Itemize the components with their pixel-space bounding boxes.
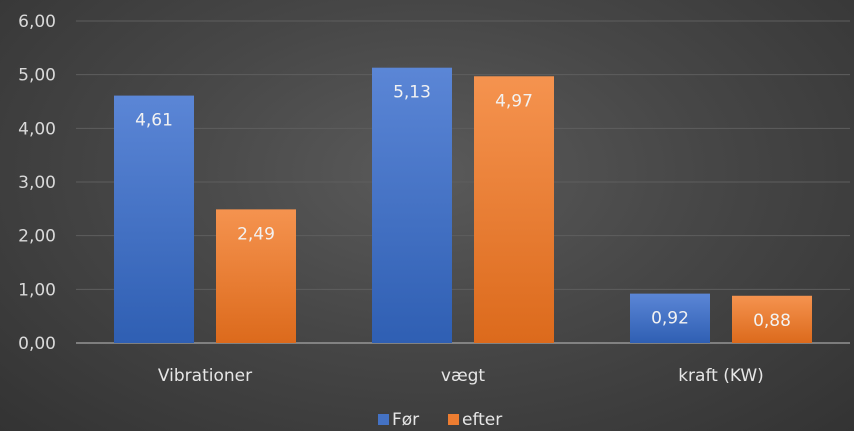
legend-label: Før — [392, 410, 419, 430]
y-tick-label: 5,00 — [18, 66, 56, 86]
bar-efter — [474, 76, 554, 343]
legend-swatch — [448, 414, 459, 425]
data-label: 0,92 — [651, 309, 689, 329]
legend-swatch — [378, 414, 389, 425]
x-tick-label: kraft (KW) — [678, 366, 764, 386]
bar-efter — [732, 295, 812, 343]
x-tick-label: Vibrationer — [158, 366, 252, 386]
x-axis: Vibrationer vægt kraft (KW) — [158, 366, 764, 386]
y-axis: 0,00 1,00 2,00 3,00 4,00 5,00 6,00 — [18, 12, 56, 354]
y-tick-label: 0,00 — [18, 334, 56, 354]
bar-efter — [216, 209, 296, 343]
data-label: 5,13 — [393, 83, 431, 103]
y-tick-label: 2,00 — [18, 227, 56, 247]
data-label: 0,88 — [753, 311, 791, 331]
gridlines — [76, 20, 850, 344]
bar-foer — [372, 67, 452, 343]
legend-label: efter — [462, 410, 502, 430]
bar-foer — [630, 293, 710, 343]
y-tick-label: 4,00 — [18, 119, 56, 139]
bar-foer — [114, 95, 194, 343]
data-label: 4,61 — [135, 111, 173, 131]
y-tick-label: 6,00 — [18, 12, 56, 32]
x-tick-label: vægt — [441, 366, 486, 386]
legend: Før efter — [378, 410, 502, 430]
data-label: 2,49 — [237, 224, 275, 244]
data-label: 4,97 — [495, 91, 533, 111]
y-tick-label: 1,00 — [18, 280, 56, 300]
y-tick-label: 3,00 — [18, 173, 56, 193]
bars: 4,61 2,49 5,13 4,97 0,92 0,88 — [114, 67, 812, 343]
